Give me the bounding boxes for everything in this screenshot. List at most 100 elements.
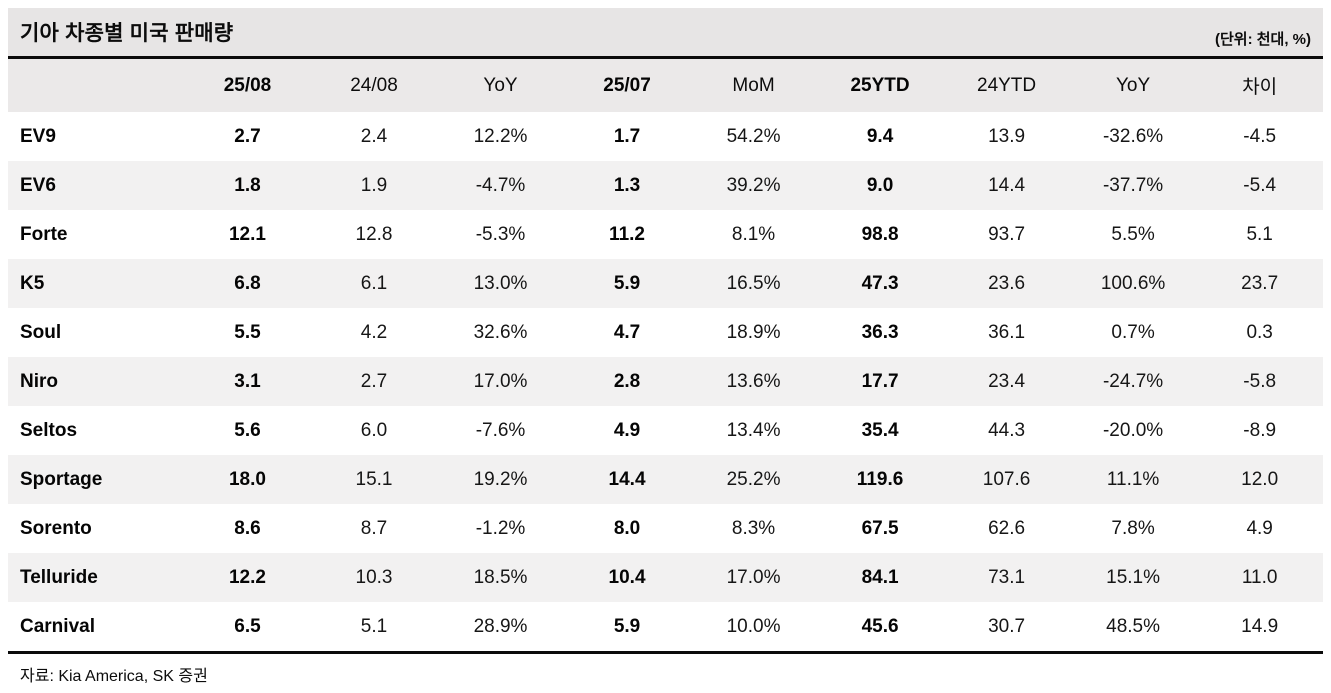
value-cell: -5.8: [1243, 370, 1277, 392]
value-cell: 8.7: [360, 517, 388, 539]
value-cell: 36.1: [988, 321, 1026, 343]
value-cell: 18.5%: [473, 566, 528, 588]
value-cell: 5.6: [234, 419, 261, 441]
value-cell: 17.0%: [473, 370, 528, 392]
value-cell: 23.4: [988, 370, 1026, 392]
value-cell: 39.2%: [726, 174, 781, 196]
header-cell: 25/08: [184, 59, 311, 112]
model-cell: EV6: [20, 174, 56, 196]
value-cell: 44.3: [988, 419, 1026, 441]
page-title: 기아 차종별 미국 판매량: [20, 22, 234, 45]
value-cell: -5.3%: [475, 223, 526, 245]
value-cell: 4.7: [613, 321, 641, 343]
value-cell: 5.1: [360, 615, 388, 637]
value-cell: 19.2%: [473, 468, 528, 490]
value-cell: 5.9: [613, 615, 641, 637]
value-cell: 12.1: [228, 223, 266, 245]
value-cell: 67.5: [861, 517, 899, 539]
value-cell: 47.3: [861, 272, 899, 294]
table-row: K5 6.8 6.1 13.0% 5.9 16.5% 47.3 23.6 100.6% 23.7: [8, 259, 1323, 308]
value-cell: 9.0: [866, 174, 894, 196]
value-cell: -8.9: [1243, 419, 1277, 441]
value-cell: 6.8: [234, 272, 261, 294]
value-cell: 2.7: [360, 370, 388, 392]
table-row: Sorento 8.6 8.7 -1.2% 8.0 8.3% 67.5 62.6 7.8% 4.9: [8, 504, 1323, 553]
source-note: 자료: Kia America, SK 증권: [20, 668, 208, 685]
value-cell: 8.1%: [731, 223, 776, 245]
value-cell: 14.4: [608, 468, 646, 490]
table-body: EV9 2.7 2.4 12.2% 1.7 54.2% 9.4 13.9 -32.6% -4.5 E…: [8, 112, 1323, 651]
value-cell: 14.9: [1241, 615, 1279, 637]
value-cell: 48.5%: [1106, 615, 1161, 637]
model-cell: EV9: [20, 125, 56, 147]
model-cell: Niro: [20, 370, 58, 392]
model-cell: K5: [20, 272, 45, 294]
value-cell: 73.1: [988, 566, 1026, 588]
value-cell: 12.8: [355, 223, 393, 245]
value-cell: 0.7%: [1111, 321, 1155, 343]
value-cell: 10.3: [355, 566, 393, 588]
value-cell: 62.6: [988, 517, 1026, 539]
value-cell: 11.1%: [1106, 468, 1160, 490]
value-cell: 45.6: [861, 615, 899, 637]
value-cell: 23.7: [1241, 272, 1279, 294]
table-row: EV6 1.8 1.9 -4.7% 1.3 39.2% 9.0 14.4 -37.7% -5.4: [8, 161, 1323, 210]
value-cell: 119.6: [856, 468, 904, 490]
table-row: Carnival 6.5 5.1 28.9% 5.9 10.0% 45.6 30.7 48.5%…: [8, 602, 1323, 651]
value-cell: 98.8: [861, 223, 899, 245]
value-cell: 16.5%: [726, 272, 781, 294]
value-cell: 8.6: [234, 517, 261, 539]
sales-table: 25/08 24/08 YoY 25/07 MoM 25YTD 24YTD YoY 차이 EV9…: [8, 59, 1323, 651]
value-cell: 1.9: [360, 174, 388, 196]
value-cell: -20.0%: [1102, 419, 1164, 441]
title-divider: [8, 56, 1323, 59]
value-cell: 9.4: [866, 125, 894, 147]
value-cell: 6.0: [360, 419, 388, 441]
table-row: Telluride 12.2 10.3 18.5% 10.4 17.0% 84.1 73.1 1…: [8, 553, 1323, 602]
value-cell: 14.4: [988, 174, 1026, 196]
model-cell: Seltos: [20, 419, 78, 441]
value-cell: 28.9%: [473, 615, 528, 637]
value-cell: 107.6: [982, 468, 1031, 490]
value-cell: 54.2%: [726, 125, 781, 147]
value-cell: 3.1: [234, 370, 261, 392]
value-cell: 30.7: [988, 615, 1026, 637]
value-cell: 5.9: [613, 272, 641, 294]
table-row: Niro 3.1 2.7 17.0% 2.8 13.6% 17.7 23.4 -24.7% -5.…: [8, 357, 1323, 406]
value-cell: 2.4: [360, 125, 388, 147]
model-cell: Soul: [20, 321, 62, 343]
value-cell: 36.3: [861, 321, 899, 343]
model-cell: Carnival: [20, 615, 95, 637]
unit-note: (단위: 천대, %): [1214, 31, 1311, 48]
value-cell: -32.6%: [1102, 125, 1164, 147]
model-cell: Sorento: [20, 517, 92, 539]
value-cell: 12.2: [228, 566, 266, 588]
value-cell: 1.8: [234, 174, 261, 196]
table-row: Soul 5.5 4.2 32.6% 4.7 18.9% 36.3 36.1 0.7% 0.3: [8, 308, 1323, 357]
value-cell: 6.1: [360, 272, 388, 294]
value-cell: 93.7: [988, 223, 1026, 245]
value-cell: -5.4: [1243, 174, 1277, 196]
value-cell: 11.0: [1241, 566, 1278, 588]
table-row: Forte 12.1 12.8 -5.3% 11.2 8.1% 98.8 93.7 5.5% 5.…: [8, 210, 1323, 259]
value-cell: 4.9: [1246, 517, 1273, 539]
value-cell: 5.5%: [1111, 223, 1155, 245]
value-cell: 12.0: [1241, 468, 1279, 490]
header-cell: YoY: [437, 59, 564, 112]
value-cell: 8.0: [613, 517, 641, 539]
value-cell: 8.3%: [731, 517, 776, 539]
header-cell-model: [8, 59, 185, 112]
value-cell: 0.3: [1246, 321, 1273, 343]
value-cell: 10.4: [608, 566, 646, 588]
header-cell: YoY: [1069, 59, 1197, 112]
value-cell: 13.9: [988, 125, 1026, 147]
model-cell: Forte: [20, 223, 68, 245]
value-cell: 2.8: [613, 370, 641, 392]
model-cell: Telluride: [20, 566, 98, 588]
value-cell: 4.2: [360, 321, 388, 343]
value-cell: 17.0%: [726, 566, 781, 588]
value-cell: 84.1: [861, 566, 899, 588]
value-cell: -7.6%: [475, 419, 526, 441]
value-cell: 17.7: [861, 370, 899, 392]
